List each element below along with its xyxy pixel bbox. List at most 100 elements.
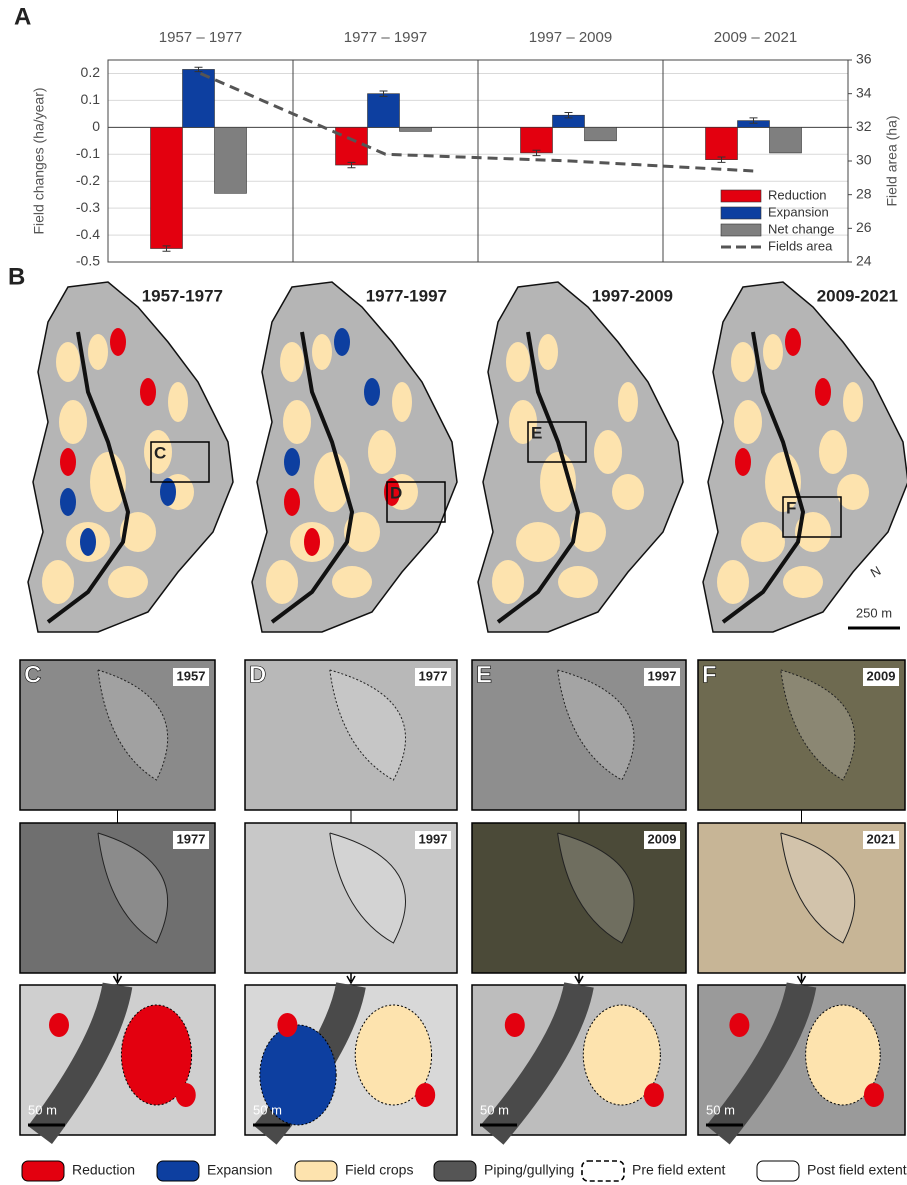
arrow xyxy=(347,973,355,983)
legend-label: Piping/gullying xyxy=(484,1162,574,1178)
legend-label: Net change xyxy=(768,221,835,236)
legend-swatch xyxy=(22,1161,64,1181)
field xyxy=(837,474,869,510)
reduction-patch xyxy=(415,1083,435,1107)
map-title: 1977-1997 xyxy=(366,286,447,305)
y2-tick-label: 30 xyxy=(856,152,872,168)
y-tick-label: -0.1 xyxy=(76,145,100,161)
arrow xyxy=(798,973,806,983)
field xyxy=(558,566,598,598)
y2-tick-label: 34 xyxy=(856,84,872,100)
scale-label: 250 m xyxy=(856,605,892,620)
field xyxy=(618,382,638,422)
legend-label: Reduction xyxy=(768,187,827,202)
patch xyxy=(785,328,801,356)
map-title: 1997-2009 xyxy=(592,286,673,305)
field xyxy=(819,430,847,474)
reduction-patch xyxy=(176,1083,196,1107)
y-tick-label: 0.2 xyxy=(81,64,101,80)
field xyxy=(516,522,560,562)
panel-label: D xyxy=(249,661,266,688)
field xyxy=(741,522,785,562)
inset-label: E xyxy=(531,423,542,442)
map-title: 1957-1977 xyxy=(142,286,223,305)
category-label: 1977 – 1997 xyxy=(344,29,427,46)
inset-label: C xyxy=(154,443,166,462)
legend-swatch xyxy=(721,207,761,219)
year-label: 1997 xyxy=(648,668,677,683)
reduction-patch xyxy=(729,1013,749,1037)
inset-label: D xyxy=(390,483,402,502)
legend-swatch xyxy=(582,1161,624,1181)
field xyxy=(763,334,783,370)
y2-tick-label: 26 xyxy=(856,219,872,235)
y-tick-label: -0.3 xyxy=(76,199,100,215)
reduction-patch xyxy=(644,1083,664,1107)
legend-label: Pre field extent xyxy=(632,1162,725,1178)
bar xyxy=(400,127,432,131)
field xyxy=(492,560,524,604)
year-label: 1997 xyxy=(419,831,448,846)
patch xyxy=(60,488,76,516)
field xyxy=(783,566,823,598)
year-label: 2009 xyxy=(867,668,896,683)
patch xyxy=(284,488,300,516)
legend-swatch xyxy=(434,1161,476,1181)
field xyxy=(717,560,749,604)
field xyxy=(734,400,762,444)
legend-label: Post field extent xyxy=(807,1162,907,1178)
bar xyxy=(585,127,617,140)
y2-tick-label: 32 xyxy=(856,118,872,134)
reduction-patch xyxy=(49,1013,69,1037)
field xyxy=(108,566,148,598)
legend-swatch xyxy=(295,1161,337,1181)
map-title: 2009-2021 xyxy=(817,286,898,305)
legend-label: Reduction xyxy=(72,1162,135,1178)
field xyxy=(168,382,188,422)
bar xyxy=(183,69,215,127)
panel-label: B xyxy=(8,263,25,290)
north-label: N xyxy=(868,563,884,581)
reduction-patch xyxy=(505,1013,525,1037)
patch xyxy=(110,328,126,356)
legend-swatch xyxy=(757,1161,799,1181)
year-label: 1977 xyxy=(419,668,448,683)
legend-label: Expansion xyxy=(768,204,829,219)
field xyxy=(392,382,412,422)
y2-tick-label: 36 xyxy=(856,51,872,67)
map: C xyxy=(28,282,233,632)
field xyxy=(843,382,863,422)
inset-label: F xyxy=(786,498,796,517)
legend-label: Expansion xyxy=(207,1162,272,1178)
patch xyxy=(815,378,831,406)
category-label: 1957 – 1977 xyxy=(159,29,242,46)
field xyxy=(266,560,298,604)
figure: A B Field changes (ha/year) Field area (… xyxy=(0,0,907,1185)
bar xyxy=(521,127,553,153)
y-tick-label: -0.4 xyxy=(76,226,100,242)
y-tick-label: -0.2 xyxy=(76,172,100,188)
field xyxy=(538,334,558,370)
y-tick-label: 0 xyxy=(92,118,100,134)
category-label: 2009 – 2021 xyxy=(714,29,797,46)
field xyxy=(59,400,87,444)
reduction-patch xyxy=(277,1013,297,1037)
field xyxy=(332,566,372,598)
patch xyxy=(284,448,300,476)
panel-label: C xyxy=(24,661,41,688)
patch xyxy=(364,378,380,406)
y-axis-label: Field changes (ha/year) xyxy=(31,87,47,234)
legend-label: Field crops xyxy=(345,1162,413,1178)
field xyxy=(368,430,396,474)
arrow xyxy=(114,973,122,983)
year-label: 2009 xyxy=(648,831,677,846)
y-tick-label: 0.1 xyxy=(81,91,101,107)
category-label: 1997 – 2009 xyxy=(529,29,612,46)
map: D xyxy=(252,282,457,632)
map: E xyxy=(478,282,683,632)
field xyxy=(283,400,311,444)
year-label: 1977 xyxy=(177,831,206,846)
patch xyxy=(304,528,320,556)
patch xyxy=(140,378,156,406)
panel-label: F xyxy=(702,661,717,688)
